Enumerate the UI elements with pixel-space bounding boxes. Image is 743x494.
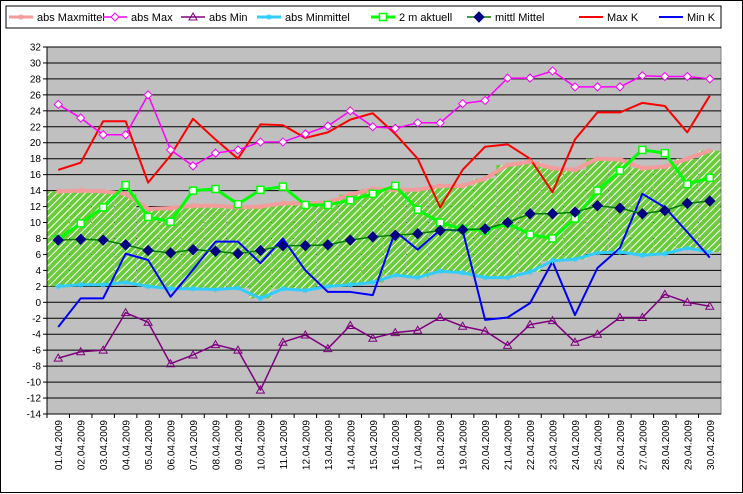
y-tick-label: 8 — [35, 234, 41, 245]
y-tick-label: 22 — [30, 122, 42, 133]
x-tick-label: 11.04.2009 — [279, 420, 290, 470]
legend-label: Max K — [607, 12, 639, 24]
series-point — [392, 182, 399, 189]
y-tick-label: 26 — [30, 90, 42, 101]
legend-label: 2 m aktuell — [399, 12, 452, 24]
x-axis-ticks: 01.04.2009 02.04.2009 03.04.2009 04.04.2009… — [47, 414, 721, 470]
x-tick-label: 22.04.2009 — [526, 420, 537, 470]
legend-label: mittl Mittel — [495, 12, 545, 24]
x-tick-label: 01.04.2009 — [54, 420, 65, 470]
y-tick-label: 6 — [35, 250, 41, 261]
y-axis-ticks: 32302826242220181614121086420-2-4-6-8-10… — [27, 43, 47, 421]
y-tick-label: 32 — [30, 43, 42, 54]
series-point — [706, 174, 713, 181]
legend: abs Maxmittel abs Max abs Min abs Minmittel… — [6, 6, 721, 28]
x-tick-label: 24.04.2009 — [571, 420, 582, 470]
x-tick-label: 14.04.2009 — [346, 420, 357, 470]
y-tick-label: 18 — [30, 154, 42, 165]
y-tick-label: -2 — [32, 314, 41, 325]
series-point — [190, 187, 197, 194]
x-tick-label: 23.04.2009 — [549, 420, 560, 470]
x-tick-label: 19.04.2009 — [459, 420, 470, 470]
series-point — [212, 186, 219, 193]
y-tick-label: 16 — [30, 170, 42, 181]
x-tick-label: 07.04.2009 — [189, 420, 200, 470]
x-tick-label: 04.04.2009 — [122, 420, 133, 470]
x-tick-label: 13.04.2009 — [324, 420, 335, 470]
x-tick-label: 08.04.2009 — [212, 420, 223, 470]
y-tick-label: 28 — [30, 74, 42, 85]
y-tick-label: 20 — [30, 138, 42, 149]
series-point — [639, 146, 646, 153]
y-tick-label: -8 — [32, 362, 41, 373]
series-point — [279, 183, 286, 190]
series-point — [122, 182, 129, 189]
x-tick-label: 03.04.2009 — [99, 420, 110, 470]
y-tick-label: 10 — [30, 218, 42, 229]
x-tick-label: 27.04.2009 — [638, 420, 649, 470]
y-tick-label: -12 — [27, 394, 42, 405]
y-tick-label: -6 — [32, 346, 41, 357]
legend-label: abs Max — [131, 12, 173, 24]
x-tick-label: 21.04.2009 — [504, 420, 515, 470]
series-point — [257, 186, 264, 193]
legend-label: abs Min — [209, 12, 248, 24]
y-tick-label: 4 — [35, 266, 41, 277]
x-tick-label: 18.04.2009 — [436, 420, 447, 470]
y-tick-label: -4 — [32, 330, 41, 341]
series-point — [77, 220, 84, 227]
series-point — [100, 204, 107, 211]
y-tick-label: 24 — [30, 106, 42, 117]
legend-marker — [380, 14, 387, 21]
series-point — [684, 181, 691, 188]
series-point — [145, 213, 152, 220]
legend-label: Min K — [687, 12, 716, 24]
series-point — [369, 190, 376, 197]
series-point — [302, 201, 309, 208]
x-tick-label: 06.04.2009 — [167, 420, 178, 470]
y-tick-label: -14 — [27, 410, 42, 421]
series-point — [549, 235, 556, 242]
series-point — [167, 218, 174, 225]
series-point — [234, 201, 241, 208]
x-tick-label: 30.04.2009 — [706, 420, 717, 470]
x-tick-label: 09.04.2009 — [234, 420, 245, 470]
series-point — [527, 231, 534, 238]
x-tick-label: 10.04.2009 — [256, 420, 267, 470]
x-tick-label: 25.04.2009 — [593, 420, 604, 470]
x-tick-label: 05.04.2009 — [144, 420, 155, 470]
x-tick-label: 17.04.2009 — [414, 420, 425, 470]
y-tick-label: 14 — [30, 186, 42, 197]
x-tick-label: 28.04.2009 — [661, 420, 672, 470]
y-tick-label: -10 — [27, 378, 42, 389]
y-tick-label: 12 — [30, 202, 42, 213]
x-tick-label: 16.04.2009 — [391, 420, 402, 470]
x-tick-label: 02.04.2009 — [77, 420, 88, 470]
y-tick-label: 30 — [30, 58, 42, 69]
legend-label: abs Maxmittel — [37, 12, 105, 24]
x-tick-label: 15.04.2009 — [369, 420, 380, 470]
series-point — [616, 167, 623, 174]
series-point — [414, 206, 421, 213]
y-tick-label: 2 — [35, 282, 41, 293]
series-point — [324, 201, 331, 208]
x-tick-label: 12.04.2009 — [301, 420, 312, 470]
series-point — [661, 150, 668, 157]
x-tick-label: 20.04.2009 — [481, 420, 492, 470]
legend-label: abs Minmittel — [285, 12, 350, 24]
series-point — [594, 187, 601, 194]
x-tick-label: 26.04.2009 — [616, 420, 627, 470]
y-tick-label: 0 — [35, 298, 41, 309]
x-tick-label: 29.04.2009 — [683, 420, 694, 470]
series-point — [347, 197, 354, 204]
